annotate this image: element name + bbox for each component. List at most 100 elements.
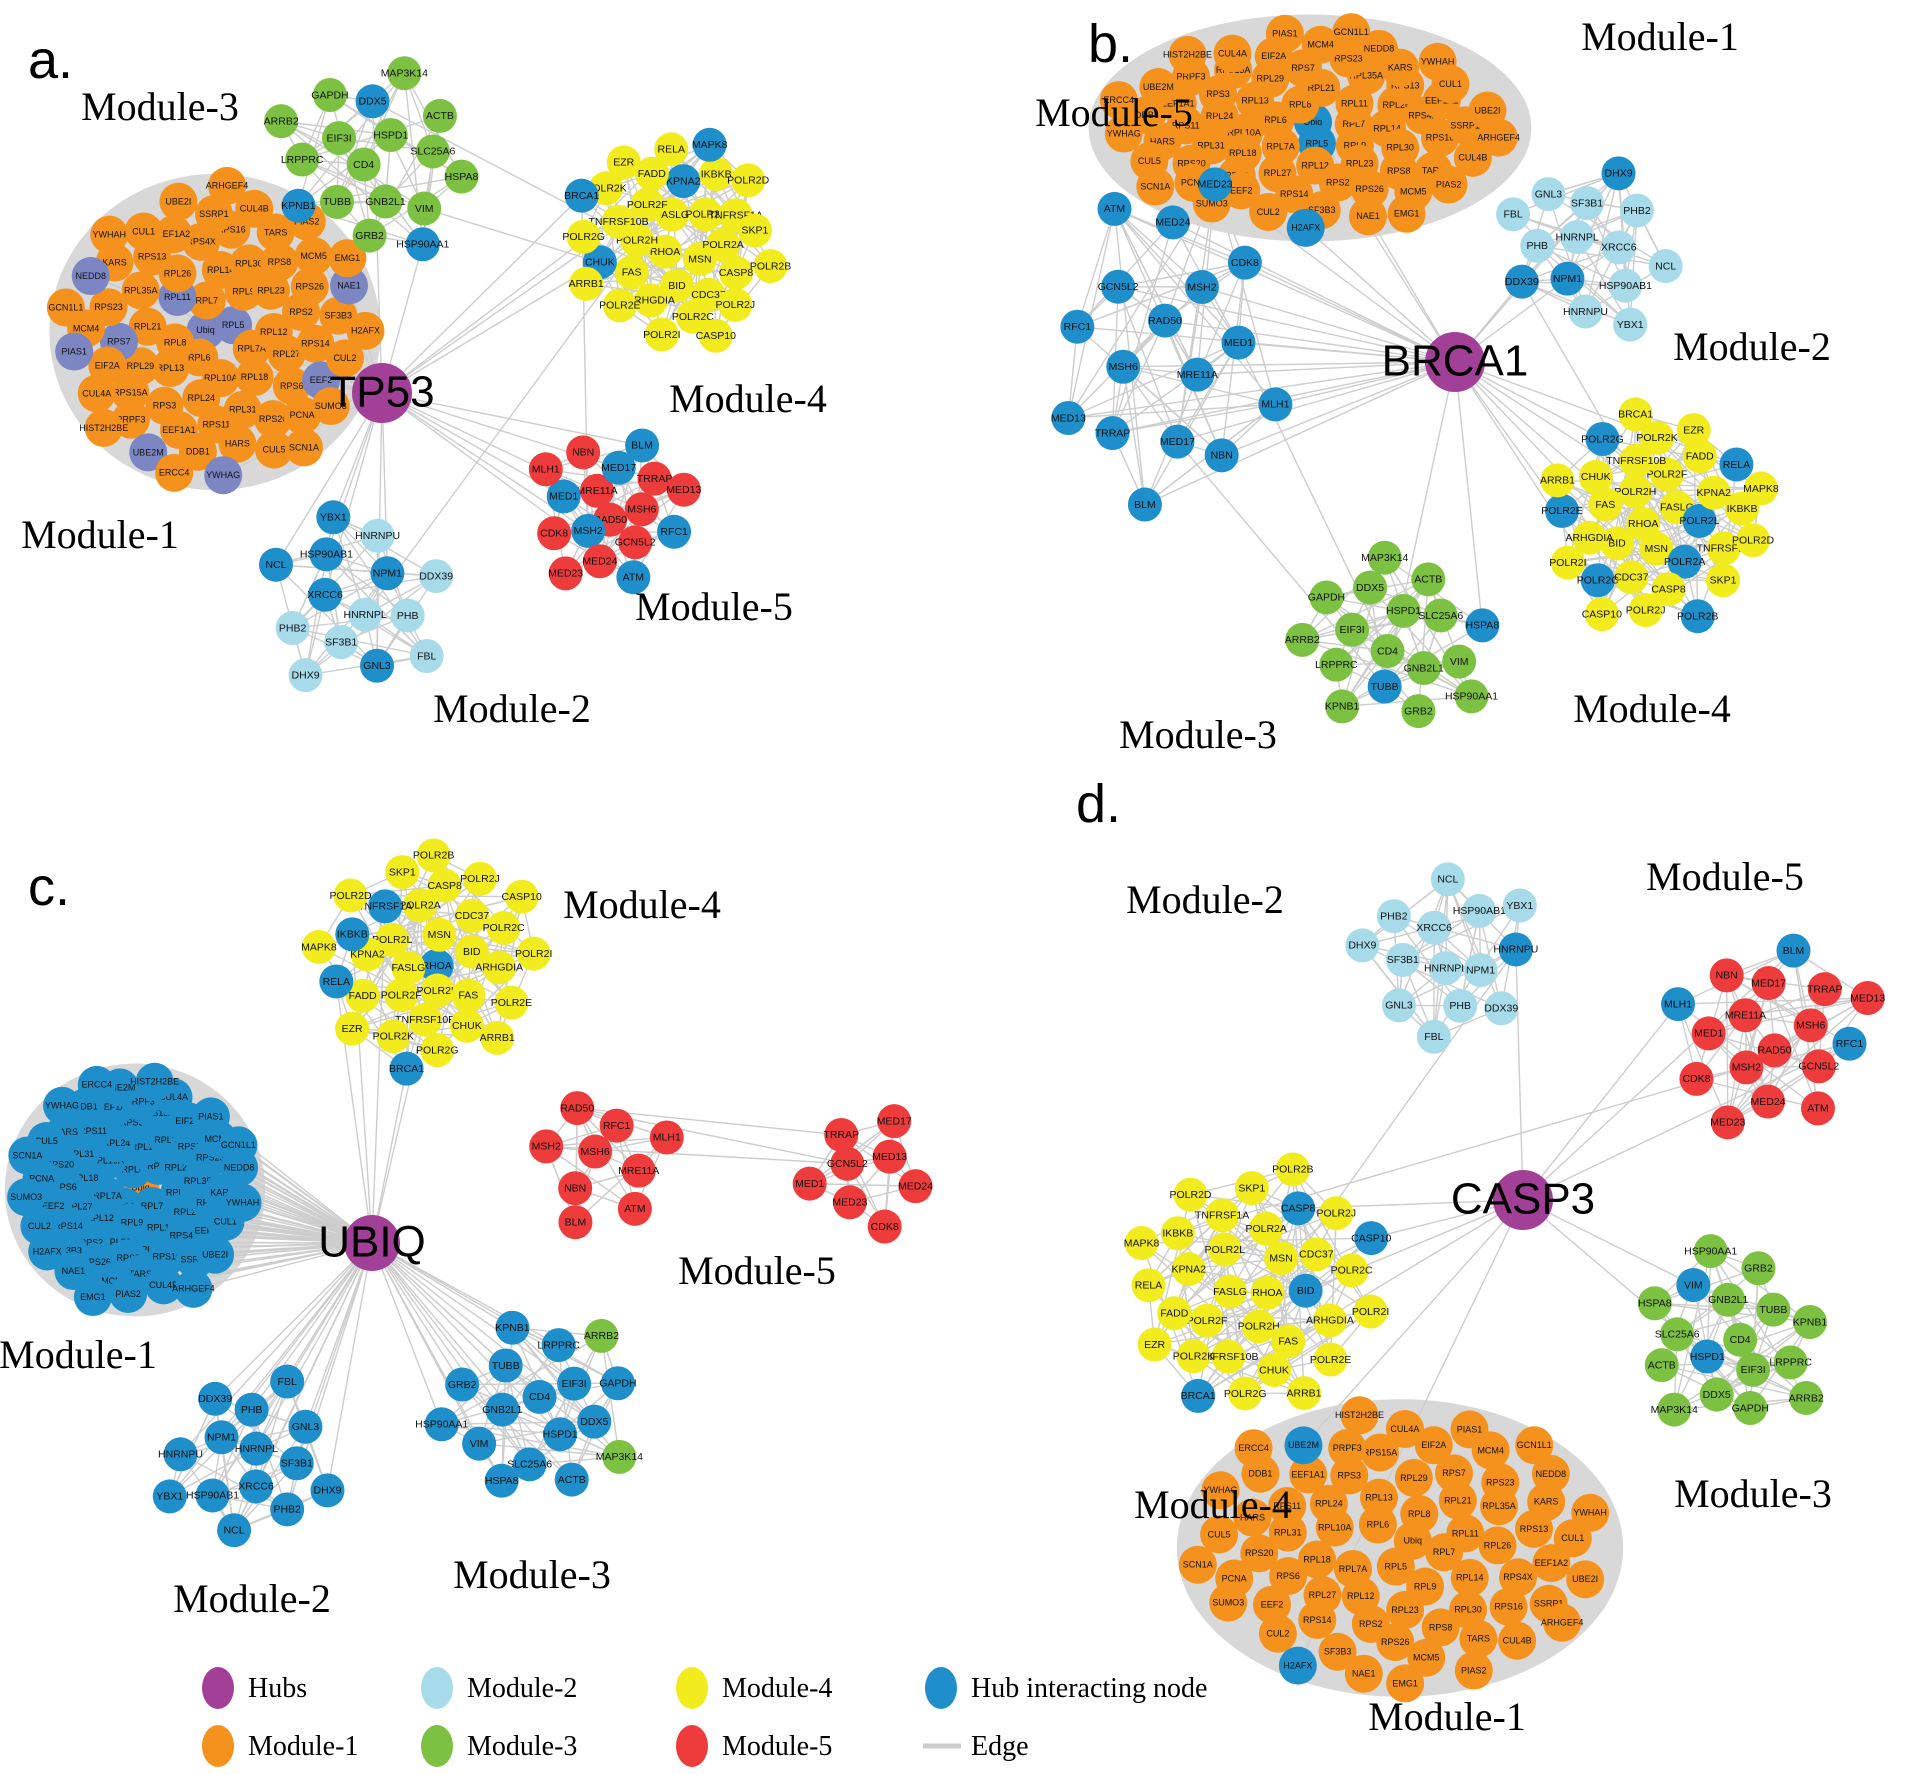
node-circle (208, 166, 247, 205)
node-b-MSH2: MSH2 (1184, 270, 1219, 305)
node-b-SF3B1: SF3B1 (1570, 186, 1605, 221)
node-label: MED24 (1751, 1096, 1786, 1108)
node-c-CASP8: CASP8 (427, 868, 462, 903)
node-d-YBX1: YBX1 (1502, 888, 1537, 923)
node-d-BRCA1: BRCA1 (1181, 1378, 1216, 1413)
node-label: Ubiq (131, 1182, 150, 1192)
node-label: H2AFX (33, 1246, 62, 1256)
node-a-SCN1A: SCN1A (284, 428, 323, 467)
node-d-DDX39: DDX39 (1484, 991, 1518, 1026)
node-d-PHB2: PHB2 (1376, 899, 1411, 934)
node-label: MED23 (832, 1197, 867, 1209)
node-circle (1832, 1026, 1867, 1061)
node-c-SUMO3: SUMO3 (7, 1178, 46, 1217)
node-b-HSP90AA1: HSP90AA1 (1445, 679, 1498, 714)
node-b-TRRAP: TRRAP (1095, 416, 1130, 451)
node-label: RPL23 (103, 1237, 131, 1247)
node-label: ATM (623, 571, 644, 583)
node-label: ERCC4 (81, 1080, 112, 1090)
node-c-YWHAH: YWHAH (223, 1183, 262, 1222)
node-circle (310, 1473, 345, 1508)
node-circle (73, 1278, 112, 1317)
node-circle (194, 195, 233, 234)
module-label-c-m3: Module-3 (453, 1552, 611, 1597)
node-circle (462, 1426, 497, 1461)
node-label: EZR (1144, 1339, 1165, 1351)
node-label: BLM (1783, 945, 1805, 957)
node-label: RPL11 (1452, 1528, 1479, 1538)
node-d-ARHGDIA: ARHGDIA (1306, 1303, 1354, 1338)
node-b-BRCA1: BRCA1 (1618, 397, 1653, 432)
node-b-POLR2A: POLR2A (1664, 544, 1705, 579)
node-label: POLR2F (1187, 1315, 1228, 1327)
node-circle (601, 204, 636, 239)
node-label: HARS (53, 1127, 78, 1137)
node-b-MED13: MED13 (1051, 401, 1086, 436)
node-circle (1318, 163, 1357, 202)
node-circle (288, 1409, 323, 1444)
node-b-RPS2: RPS2 (1318, 163, 1357, 202)
node-circle (1222, 171, 1261, 210)
edge (1707, 1321, 1811, 1358)
node-circle (1287, 1376, 1322, 1411)
node-label: RFC1 (1064, 321, 1092, 333)
node-circle (504, 879, 539, 914)
node-label: MAPK8 (1124, 1237, 1160, 1249)
node-c-HSP90AA1: HSP90AA1 (415, 1407, 468, 1442)
node-label: UBE2I (1572, 1574, 1598, 1584)
node-circle (1376, 899, 1411, 934)
node-label: CASP8 (719, 267, 754, 279)
node-d-DDX5: DDX5 (1699, 1377, 1734, 1412)
edge (1076, 208, 1116, 327)
node-label: RPL23 (1391, 1605, 1419, 1615)
node-label: CUL1 (1561, 1533, 1584, 1543)
node-a-CUL1: CUL1 (124, 212, 163, 251)
node-b-KPNB1: KPNB1 (1325, 689, 1359, 724)
node-label: GCN1L1 (221, 1140, 256, 1150)
node-c-DHX9: DHX9 (310, 1473, 345, 1508)
node-label: ARHGDIA (627, 295, 675, 307)
node-c-TNFRSF1A: TNFRSF1A (358, 889, 412, 924)
node-label: RPL35A (1349, 71, 1383, 81)
node-c-DDX5: DDX5 (577, 1404, 612, 1439)
edge (301, 115, 441, 161)
node-circle (223, 1183, 262, 1222)
node-label: EEF1A2 (157, 229, 191, 239)
node-label: KARS (1388, 63, 1413, 73)
node-label: RELA (1135, 1279, 1162, 1291)
node-circle (584, 1318, 619, 1353)
module-label-a-m3: Module-3 (81, 84, 239, 129)
node-circle (90, 215, 129, 254)
node-label: LRPPRC (281, 154, 324, 166)
node-label: RPS8 (268, 257, 292, 267)
node-circle (1736, 523, 1771, 558)
node-a-POLR2D: POLR2D (727, 163, 770, 198)
node-circle (1550, 261, 1585, 296)
node-circle (135, 1062, 174, 1101)
node-a-HSP90AB1: HSP90AB1 (300, 537, 353, 572)
node-label: SSRP1 (1450, 120, 1480, 130)
node-b-POLR2H: POLR2H (1614, 474, 1656, 509)
node-label: VIM (1684, 1279, 1703, 1291)
node-label: GNB2L1 (1708, 1294, 1748, 1306)
node-b-PIAS1: PIAS1 (1265, 14, 1304, 53)
node-d-POLR2B: POLR2B (1272, 1152, 1314, 1187)
node-b-XRCC6: XRCC6 (1601, 230, 1637, 265)
node-label: POLR2G (562, 231, 605, 243)
node-d-HARS: HARS (1233, 1498, 1272, 1537)
node-label: POLR2D (1170, 1189, 1212, 1201)
node-circle (455, 898, 490, 933)
node-label: FBL (1424, 1031, 1443, 1043)
node-c-MSH2: MSH2 (529, 1129, 564, 1164)
node-c-PIAS2: PIAS2 (109, 1274, 148, 1313)
node-label: EIF3I (1741, 1364, 1766, 1376)
node-label: HARS (1240, 1512, 1265, 1522)
node-c-NAE1: NAE1 (54, 1252, 93, 1291)
node-d-CD4: CD4 (1723, 1322, 1758, 1357)
node-b-SLC25A6: SLC25A6 (1418, 598, 1463, 633)
node-c-POLR2L: POLR2L (372, 922, 412, 957)
node-label: IKBKB (1162, 1228, 1193, 1240)
node-label: MRE11A (1725, 1010, 1766, 1022)
node-label: RPS26 (82, 1257, 111, 1267)
node-d-POLR2K: POLR2K (1173, 1339, 1214, 1374)
